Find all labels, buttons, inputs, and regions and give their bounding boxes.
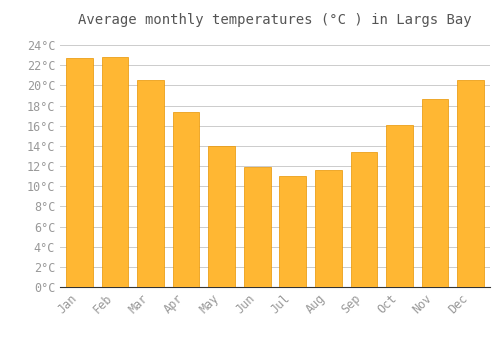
Bar	[66, 58, 93, 287]
Bar	[208, 146, 235, 287]
Bar	[422, 98, 448, 287]
Title: Average monthly temperatures (°C ) in Largs Bay: Average monthly temperatures (°C ) in La…	[78, 13, 472, 27]
Bar	[386, 125, 412, 287]
Bar	[315, 170, 342, 287]
Bar	[350, 152, 377, 287]
Bar	[173, 112, 200, 287]
Bar	[244, 167, 270, 287]
Bar	[102, 57, 128, 287]
Bar	[280, 176, 306, 287]
Bar	[138, 80, 164, 287]
Bar	[457, 80, 484, 287]
